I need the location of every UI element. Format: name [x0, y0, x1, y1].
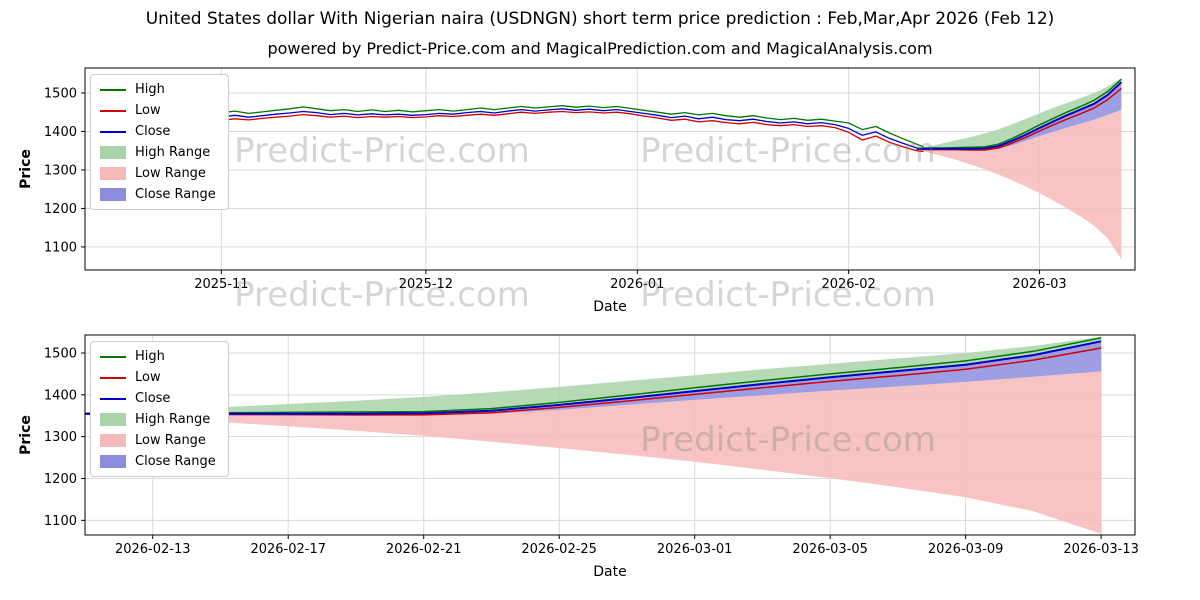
x-tick-label: 2025-12 — [399, 277, 453, 292]
watermark-text: Predict-Price.com — [234, 131, 530, 171]
page-title: United States dollar With Nigerian naira… — [145, 9, 1055, 29]
legend-item-close-range: Close Range — [100, 187, 216, 202]
legend-history-chart: High Low Close High Range Low Range Close Ran… — [90, 74, 229, 210]
fig-subtitle: powered by Predict-Price.com and Magical… — [267, 39, 933, 58]
plot-border — [84, 67, 1136, 271]
x-tick-label: 2026-03-05 — [792, 542, 868, 557]
legend-line-swatch — [100, 397, 126, 400]
x-axis-label: Date — [593, 299, 626, 315]
legend-label: Low Range — [135, 433, 206, 448]
history-close-line — [98, 108, 924, 150]
legend-forecast-chart: High Low Close High Range Low Range Close Ran… — [90, 341, 229, 477]
legend-item-low: Low — [100, 103, 216, 118]
y-tick-label: 1100 — [44, 240, 77, 255]
x-tick-label: 2025-11 — [194, 277, 248, 292]
forecast-close-line — [916, 81, 1123, 150]
legend-label: Low Range — [135, 166, 206, 181]
legend-item-close: Close — [100, 124, 216, 139]
watermark-text: Predict-Price.com — [640, 420, 936, 460]
history-chart: 1100 1200 1300 1400 1500 2025-11 2025-12 2026-0… — [18, 67, 1136, 315]
y-tick-label: 1400 — [44, 125, 77, 140]
low-range-band — [916, 109, 1122, 260]
legend-line-swatch — [100, 109, 126, 112]
y-tick-label: 1100 — [44, 514, 77, 529]
watermark-text: Predict-Price.com — [640, 275, 936, 315]
legend-label: High Range — [135, 412, 211, 427]
legend-label: Close Range — [135, 187, 216, 202]
x-tick-label: 2026-03-13 — [1063, 542, 1139, 557]
legend-label: High Range — [135, 145, 211, 160]
legend-patch-swatch — [100, 167, 126, 180]
x-tick-label: 2026-02-17 — [250, 542, 326, 557]
watermark-text: Predict-Price.com — [640, 131, 936, 171]
x-axis-label: Date — [593, 564, 626, 580]
history-low-line — [98, 109, 924, 153]
low-range-band — [85, 371, 1102, 534]
y-tick-label: 1400 — [44, 388, 77, 403]
plot-border — [84, 334, 1136, 536]
y-tick-label: 1300 — [44, 163, 77, 178]
y-tick-label: 1500 — [44, 87, 77, 102]
forecast-high-line — [84, 337, 1102, 414]
legend-label: Close — [135, 124, 171, 139]
legend-patch-swatch — [100, 413, 126, 426]
x-tick-label: 2026-02 — [821, 277, 875, 292]
legend-line-swatch — [100, 355, 126, 358]
x-tick-label: 2026-03 — [1012, 277, 1066, 292]
legend-label: High — [135, 82, 165, 97]
legend-item-close: Close — [100, 391, 216, 406]
legend-item-high: High — [100, 349, 216, 364]
watermark-text: Predict-Price.com — [234, 275, 530, 315]
legend-label: High — [135, 349, 165, 364]
forecast-chart: 1100 1200 1300 1400 1500 2026-02-13 2026-02-17… — [18, 334, 1139, 580]
y-axis-label: Price — [18, 415, 34, 455]
legend-patch-swatch — [100, 455, 126, 468]
forecast-close-line — [85, 340, 1102, 415]
legend-label: Low — [135, 103, 161, 118]
legend-line-swatch — [100, 130, 126, 133]
close-range-band — [85, 341, 1102, 416]
legend-item-low-range: Low Range — [100, 166, 216, 181]
y-tick-label: 1200 — [44, 202, 77, 217]
y-tick-label: 1200 — [44, 472, 77, 487]
legend-patch-swatch — [100, 188, 126, 201]
y-tick-label: 1500 — [44, 346, 77, 361]
legend-item-low: Low — [100, 370, 216, 385]
legend-item-low-range: Low Range — [100, 433, 216, 448]
legend-label: Close — [135, 391, 171, 406]
legend-patch-swatch — [100, 434, 126, 447]
history-high-line — [98, 105, 924, 148]
legend-line-swatch — [100, 376, 126, 379]
legend-patch-swatch — [100, 146, 126, 159]
legend-label: Low — [135, 370, 161, 385]
legend-line-swatch — [100, 88, 126, 91]
legend-label: Close Range — [135, 454, 216, 469]
x-tick-label: 2026-03-01 — [657, 542, 733, 557]
close-range-band — [916, 82, 1122, 151]
legend-item-high: High — [100, 82, 216, 97]
legend-item-high-range: High Range — [100, 145, 216, 160]
x-tick-label: 2026-01 — [610, 277, 664, 292]
y-tick-label: 1300 — [44, 430, 77, 445]
legend-item-close-range: Close Range — [100, 454, 216, 469]
y-axis-label: Price — [18, 149, 34, 189]
x-tick-label: 2026-02-13 — [115, 542, 191, 557]
x-tick-label: 2026-03-09 — [928, 542, 1004, 557]
legend-item-high-range: High Range — [100, 412, 216, 427]
x-tick-label: 2026-02-25 — [521, 542, 597, 557]
x-tick-label: 2026-02-21 — [386, 542, 462, 557]
